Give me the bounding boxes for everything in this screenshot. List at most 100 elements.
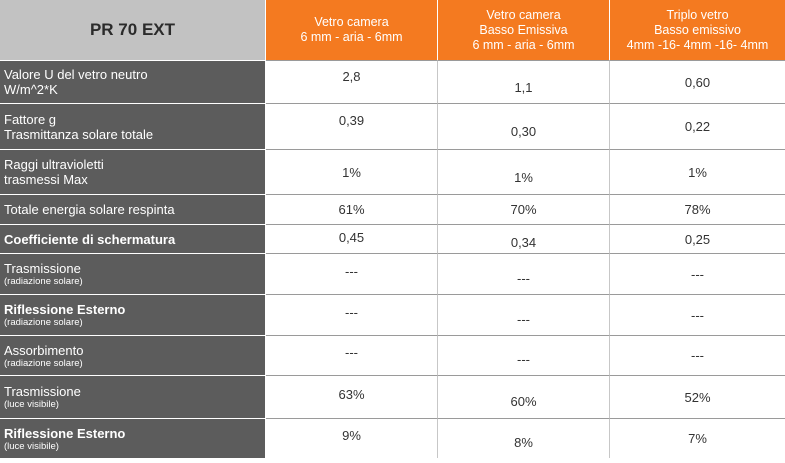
row-label-line: Assorbimento <box>4 342 84 358</box>
table-cell: 0,25 <box>610 224 785 253</box>
column-header-line: Basso Emissiva <box>479 22 568 37</box>
row-label: Trasmissione (luce visibile) <box>0 375 266 418</box>
cell-value: 2,8 <box>342 68 361 84</box>
row-label: Valore U del vetro neutro W/m^2*K <box>0 60 266 103</box>
cell-value: 0,39 <box>338 113 365 128</box>
table-row: Valore U del vetro neutro W/m^2*K 2,8 1,… <box>0 60 785 103</box>
column-header-triplo-vetro: Triplo vetro Basso emissivo 4mm -16- 4mm… <box>610 0 785 60</box>
row-label-sub: (luce visibile) <box>4 440 59 452</box>
cell-value: 7% <box>688 431 707 446</box>
cell-value: 1% <box>342 164 361 180</box>
column-header-line: 6 mm - aria - 6mm <box>300 30 403 44</box>
cell-value: 0,22 <box>684 119 711 134</box>
row-label-line: Fattore g <box>4 111 57 127</box>
table-row: Fattore g Trasmittanza solare totale 0,3… <box>0 103 785 149</box>
row-label-line: W/m^2*K <box>4 82 58 97</box>
table-row: Coefficiente di schermatura 0,45 0,34 0,… <box>0 224 785 253</box>
table-row: Raggi ultravioletti trasmessi Max 1% 1% … <box>0 149 785 194</box>
table-cell: 1,1 <box>438 60 610 103</box>
column-header-vetro-camera: Vetro camera 6 mm - aria - 6mm <box>266 0 438 60</box>
cell-value: 78% <box>684 202 711 217</box>
cell-value: 1% <box>688 164 707 180</box>
table-cell: --- <box>610 253 785 294</box>
cell-value: 8% <box>514 435 533 450</box>
cell-value: --- <box>345 304 358 320</box>
cell-value: 9% <box>342 428 361 443</box>
row-label: Riflessione Esterno (radiazione solare) <box>0 294 266 335</box>
row-label: Trasmissione (radiazione solare) <box>0 253 266 294</box>
table-cell: --- <box>438 335 610 375</box>
table-cell: 78% <box>610 194 785 224</box>
cell-value: 63% <box>338 386 365 402</box>
table-cell: --- <box>266 294 438 335</box>
column-header-line: Triplo vetro <box>666 7 729 22</box>
row-label-line: Riflessione Esterno <box>4 425 126 441</box>
cell-value: 0,30 <box>510 124 537 139</box>
column-header-line: Vetro camera <box>486 7 561 22</box>
column-header-line: Basso emissivo <box>654 22 741 37</box>
table-cell: --- <box>438 294 610 335</box>
product-title: PR 70 EXT <box>0 0 266 60</box>
column-header-basso-emissiva: Vetro camera Basso Emissiva 6 mm - aria … <box>438 0 610 60</box>
column-header-line: Vetro camera <box>314 15 389 29</box>
row-label-sub: (radiazione solare) <box>4 357 83 369</box>
table-cell: --- <box>610 294 785 335</box>
table-cell: 1% <box>438 149 610 194</box>
cell-value: 61% <box>338 202 365 217</box>
cell-value: --- <box>345 263 358 279</box>
row-label-line: Trasmissione <box>4 384 81 399</box>
table-cell: 0,34 <box>438 224 610 253</box>
cell-value: --- <box>691 266 704 282</box>
table-cell: 0,45 <box>266 224 438 253</box>
table-cell: 63% <box>266 375 438 418</box>
cell-value: --- <box>517 311 530 327</box>
row-label-line: Totale energia solare respinta <box>4 202 175 217</box>
row-label: Fattore g Trasmittanza solare totale <box>0 103 266 149</box>
cell-value: 0,25 <box>684 231 711 247</box>
table-cell: 0,30 <box>438 103 610 149</box>
table-cell: 0,39 <box>266 103 438 149</box>
row-label-sub: (radiazione solare) <box>4 276 83 287</box>
table-row: Totale energia solare respinta 61% 70% 7… <box>0 194 785 224</box>
table-cell: --- <box>266 253 438 294</box>
table-cell: --- <box>438 253 610 294</box>
table-cell: 0,22 <box>610 103 785 149</box>
row-label-line: Raggi ultravioletti <box>4 157 104 172</box>
row-label-line: Coefficiente di schermatura <box>4 231 176 247</box>
cell-value: 0,60 <box>684 74 711 90</box>
table-cell: 1% <box>610 149 785 194</box>
cell-value: --- <box>517 352 530 367</box>
row-label: Totale energia solare respinta <box>0 194 266 224</box>
table-cell: 52% <box>610 375 785 418</box>
row-label-line: Trasmissione <box>4 261 81 276</box>
cell-value: --- <box>345 345 358 360</box>
table-cell: 7% <box>610 418 785 458</box>
table-cell: 8% <box>438 418 610 458</box>
table-row: Assorbimento (radiazione solare) --- ---… <box>0 335 785 375</box>
column-header-line: 4mm -16- 4mm -16- 4mm <box>626 37 769 52</box>
cell-value: 1% <box>514 169 533 185</box>
table-cell: 0,60 <box>610 60 785 103</box>
row-label-line: Riflessione Esterno <box>4 302 126 317</box>
row-label: Raggi ultravioletti trasmessi Max <box>0 149 266 194</box>
table-cell: 1% <box>266 149 438 194</box>
table-cell: 70% <box>438 194 610 224</box>
cell-value: 60% <box>510 393 537 409</box>
column-header-line: 6 mm - aria - 6mm <box>472 37 575 52</box>
table-cell: --- <box>266 335 438 375</box>
row-label-line: Valore U del vetro neutro <box>4 67 148 82</box>
table-row: Riflessione Esterno (luce visibile) 9% 8… <box>0 418 785 458</box>
table-row: Trasmissione (luce visibile) 63% 60% 52% <box>0 375 785 418</box>
cell-value: 70% <box>510 202 537 217</box>
table-row: Riflessione Esterno (radiazione solare) … <box>0 294 785 335</box>
cell-value: 52% <box>684 389 711 405</box>
row-label: Assorbimento (radiazione solare) <box>0 335 266 375</box>
table-cell: 9% <box>266 418 438 458</box>
cell-value: --- <box>517 270 530 286</box>
cell-value: 0,34 <box>510 234 537 250</box>
cell-value: --- <box>691 307 704 323</box>
table-cell: --- <box>610 335 785 375</box>
table-cell: 61% <box>266 194 438 224</box>
cell-value: 0,45 <box>338 229 365 245</box>
